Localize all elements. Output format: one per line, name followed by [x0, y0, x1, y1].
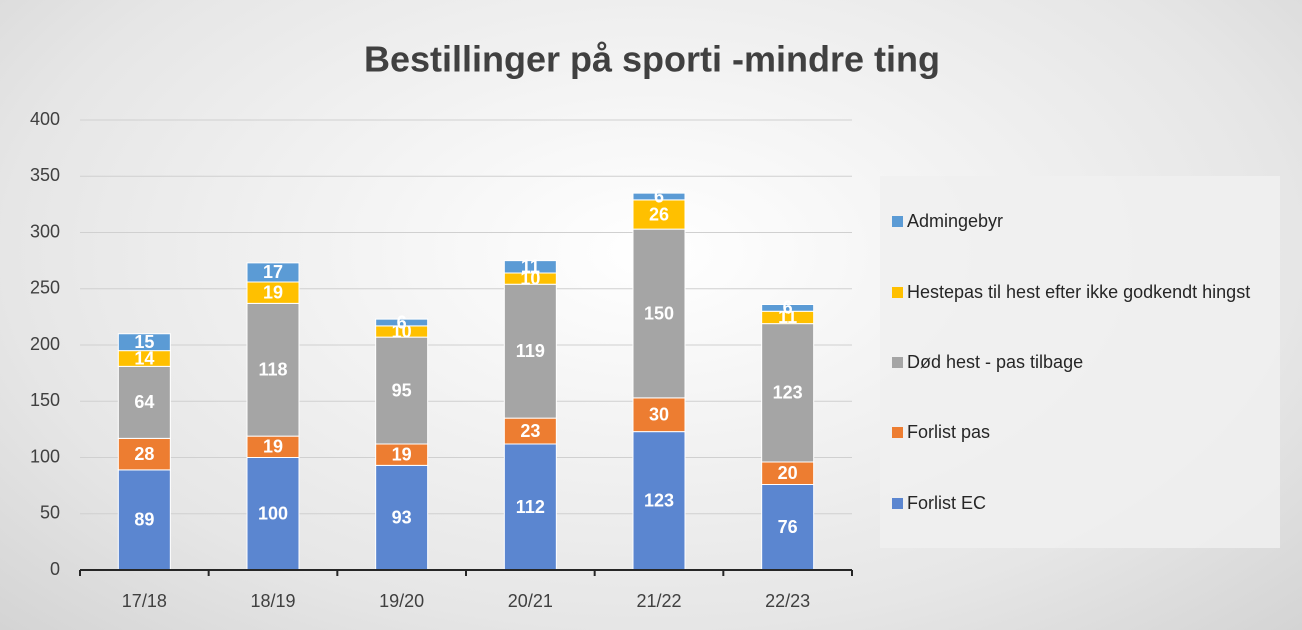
legend-swatch: [892, 356, 903, 368]
bar-segment: [503, 443, 557, 571]
x-tick-label: 22/23: [765, 591, 810, 611]
y-tick-label: 150: [30, 390, 60, 410]
legend-label: Død hest - pas tilbage: [907, 351, 1084, 372]
legend-swatch: [892, 427, 903, 439]
legend-label: Hestepas til hest efter ikke godkendt hi…: [907, 281, 1251, 302]
y-tick-label: 300: [30, 221, 60, 241]
data-label: 64: [134, 392, 154, 412]
bar-segment: [375, 464, 429, 571]
legend-item: Admingebyr: [892, 208, 1268, 234]
bar-segment: [761, 484, 815, 571]
x-tick-label: 18/19: [250, 591, 295, 611]
bar-segment: [375, 336, 429, 445]
legend-label: Forlist EC: [907, 492, 987, 513]
legend-label: Forlist pas: [907, 422, 991, 443]
data-label: 95: [392, 380, 412, 400]
bar-segment: [632, 192, 686, 201]
data-label: 14: [134, 348, 154, 368]
legend-swatch: [892, 216, 903, 228]
legend-item: Forlist EC: [892, 490, 1268, 516]
data-label: 17: [263, 262, 283, 282]
data-label: 123: [644, 491, 674, 511]
bar-segment: [375, 318, 429, 327]
data-label: 112: [516, 497, 545, 517]
data-label: 6: [654, 186, 664, 206]
bar-segment: [117, 365, 171, 439]
bar-segment: [632, 199, 686, 230]
data-label: 76: [778, 517, 798, 537]
y-tick-label: 0: [50, 559, 60, 579]
data-label: 15: [134, 332, 154, 352]
bar-segment: [761, 323, 815, 463]
data-label: 19: [263, 437, 283, 457]
data-label: 23: [520, 421, 540, 441]
bar-segment: [632, 397, 686, 433]
data-label: 93: [392, 507, 412, 527]
y-tick-label: 50: [40, 503, 60, 523]
y-tick-label: 400: [30, 109, 60, 129]
y-tick-label: 100: [30, 446, 60, 466]
bar-segment: [503, 260, 557, 274]
bar-segment: [117, 437, 171, 471]
y-tick-label: 200: [30, 334, 60, 354]
legend: Admingebyr Hestepas til hest efter ikke g…: [880, 176, 1280, 548]
bar-segment: [117, 333, 171, 352]
data-label: 150: [644, 303, 674, 323]
x-tick-label: 17/18: [122, 591, 167, 611]
legend-swatch: [892, 286, 903, 298]
data-label: 19: [263, 282, 283, 302]
legend-item: Død hest - pas tilbage: [892, 349, 1268, 375]
x-tick-label: 19/20: [379, 591, 424, 611]
chart-title: Bestillinger på sporti -mindre ting: [364, 39, 940, 80]
data-label: 11: [521, 257, 540, 277]
legend-item: Forlist pas: [892, 419, 1268, 445]
data-label: 123: [773, 383, 803, 403]
bar-segment: [761, 304, 815, 312]
bar-segment: [246, 302, 300, 437]
data-label: 26: [649, 204, 669, 224]
data-label: 28: [134, 444, 154, 464]
data-label: 119: [516, 341, 545, 361]
data-label: 6: [783, 298, 793, 318]
data-label: 6: [397, 312, 407, 332]
data-label: 19: [392, 444, 412, 464]
bar-segment: [246, 262, 300, 283]
bar-segment: [246, 457, 300, 571]
legend-item: Hestepas til hest efter ikke godkendt hi…: [892, 279, 1268, 305]
y-tick-label: 250: [30, 278, 60, 298]
x-tick-label: 20/21: [508, 591, 553, 611]
legend-swatch: [892, 497, 903, 509]
data-label: 20: [778, 463, 798, 483]
legend-label: Admingebyr: [907, 211, 1004, 232]
data-label: 100: [258, 504, 288, 524]
data-label: 30: [649, 405, 669, 425]
data-label: 118: [258, 360, 287, 380]
bar-segment: [632, 228, 686, 399]
y-tick-label: 350: [30, 165, 60, 185]
bar-segment: [503, 417, 557, 445]
x-tick-label: 21/22: [636, 591, 681, 611]
data-label: 11: [778, 307, 797, 327]
data-label: 89: [134, 510, 154, 530]
